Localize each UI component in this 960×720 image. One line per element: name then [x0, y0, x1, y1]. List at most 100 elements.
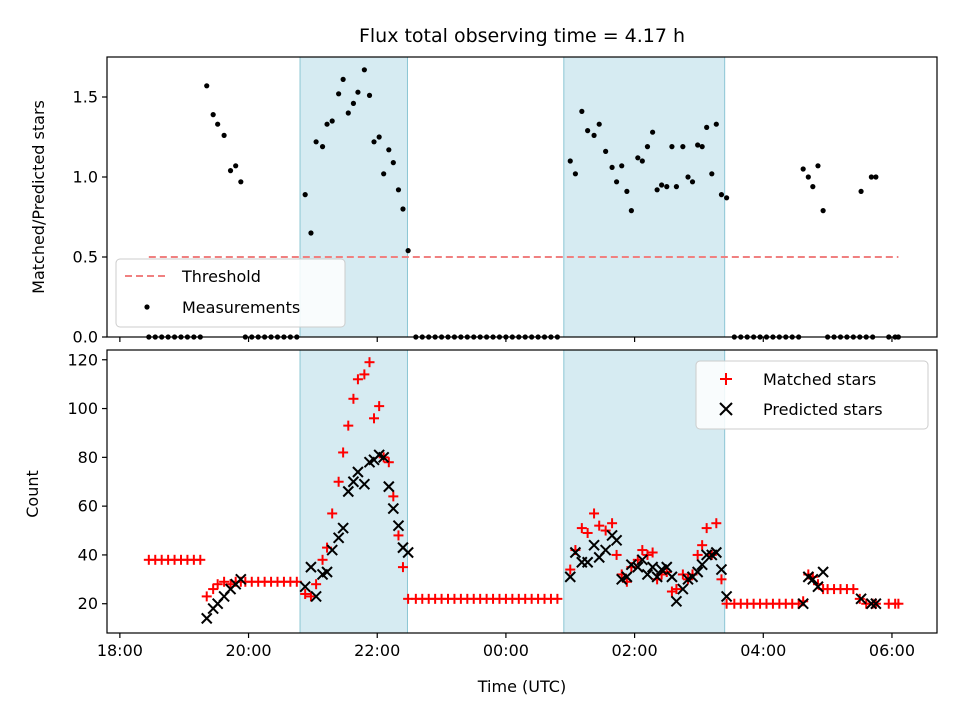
top-measurement-point — [324, 121, 330, 127]
top-measurement-point — [820, 208, 826, 214]
top-measurement-point — [302, 192, 308, 198]
bottom-matched-point — [201, 591, 212, 602]
bottom-predicted-point — [646, 561, 659, 573]
top-measurement-point — [664, 184, 670, 190]
bottom-matched-point — [600, 525, 611, 536]
bottom-predicted-point — [337, 522, 349, 534]
x-stroke-b — [870, 598, 882, 610]
x-stroke-b — [802, 571, 815, 583]
bottom-predicted-point — [201, 612, 213, 625]
top-measurement-point — [815, 163, 821, 169]
top-measurement-point — [873, 174, 879, 180]
bottom-predicted-point — [870, 598, 882, 610]
x-stroke-b — [610, 534, 623, 547]
x-stroke-b — [392, 519, 405, 532]
bottom-predicted-point — [700, 549, 713, 561]
bottom-matched-point — [611, 549, 622, 560]
top-measurement-point — [572, 171, 579, 177]
x-stroke-b — [646, 561, 659, 573]
bottom-predicted-point — [677, 583, 689, 595]
top-measurement-point — [659, 182, 665, 188]
bottom-predicted-point — [352, 466, 364, 478]
bottom-predicted-point — [666, 571, 678, 583]
bottom-predicted-point — [342, 485, 354, 498]
bottom-matched-point — [607, 518, 618, 529]
x-stroke-b — [347, 476, 360, 488]
top-ytick-label: 1.5 — [73, 88, 98, 107]
x-stroke-b — [332, 532, 345, 544]
bottom-predicted-point — [392, 519, 405, 532]
x-stroke-b — [564, 571, 576, 583]
bottom-matched-point — [195, 554, 206, 565]
bottom-matched-point — [647, 547, 658, 558]
bottom-predicted-point — [358, 478, 371, 490]
top-measurement-point — [585, 128, 591, 134]
top-measurement-point — [329, 118, 335, 124]
top-measurement-point — [340, 76, 346, 82]
x-stroke-b — [305, 561, 317, 573]
bottom-matched-point — [338, 447, 349, 458]
bottom-xtick-label: 06:00 — [869, 641, 915, 660]
bottom-matched-point — [594, 520, 605, 531]
bottom-predicted-point — [715, 563, 728, 576]
bottom-xlabel: Time (UTC) — [477, 677, 566, 696]
x-stroke-b — [373, 449, 385, 461]
bottom-matched-point — [893, 598, 904, 609]
top-measurement-point — [336, 91, 342, 97]
bottom-xtick-label: 02:00 — [612, 641, 658, 660]
bottom-xtick-label: 00:00 — [483, 641, 529, 660]
bottom-legend-box — [695, 360, 929, 430]
bottom-legend: Matched stars Predicted stars — [695, 360, 929, 430]
legend-measurements-swatch — [144, 304, 150, 310]
legend-threshold-label: Threshold — [181, 267, 261, 286]
bottom-matched-point — [716, 574, 727, 585]
top-legend-box — [115, 258, 346, 328]
top-measurement-point — [313, 139, 319, 145]
top-measurement-point — [724, 195, 730, 201]
top-axes-frame — [106, 56, 938, 338]
top-measurement-point — [210, 112, 216, 118]
top-measurement-point — [689, 179, 696, 185]
bottom-xtick-label: 04:00 — [740, 641, 786, 660]
bottom-predicted-point — [641, 568, 654, 581]
bottom-predicted-point — [569, 546, 582, 559]
bottom-matched-point — [552, 593, 563, 604]
bottom-ylabel: Count — [23, 470, 42, 518]
top-measurement-point — [238, 179, 244, 185]
bottom-matched-point — [343, 420, 354, 431]
x-stroke-b — [326, 544, 338, 556]
top-measurement-point — [713, 121, 719, 127]
x-stroke-b — [569, 546, 582, 559]
top-ylabel: Matched/Predicted stars — [29, 100, 48, 294]
bottom-matched-point — [671, 584, 682, 595]
top-measurement-point — [805, 174, 811, 180]
top-measurement-point — [567, 158, 573, 164]
bottom-xtick-label: 22:00 — [354, 641, 400, 660]
bottom-matched-point — [317, 554, 328, 565]
top-measurement-point — [405, 248, 411, 254]
bottom-predicted-point — [632, 561, 644, 573]
top-measurement-point — [673, 184, 680, 190]
top-measurement-point — [361, 67, 367, 73]
bottom-predicted-point — [564, 571, 576, 583]
bottom-matched-point — [697, 540, 708, 551]
bottom-matched-point — [225, 579, 236, 590]
bottom-predicted-point — [610, 534, 623, 547]
x-stroke-b — [397, 541, 409, 554]
bottom-predicted-point — [625, 558, 638, 571]
x-stroke-b — [201, 612, 213, 625]
x-stroke-b — [720, 590, 733, 603]
bottom-predicted-point — [402, 546, 414, 559]
bottom-matched-point — [677, 569, 688, 580]
x-stroke-b — [581, 556, 594, 568]
x-stroke-b — [299, 580, 311, 593]
x-stroke-b — [855, 593, 867, 605]
x-stroke-b — [710, 546, 723, 559]
top-ytick-label: 0.0 — [73, 328, 98, 347]
top-ytick-label: 0.5 — [73, 248, 98, 267]
x-stroke-b — [700, 549, 713, 561]
bottom-matched-point — [589, 508, 600, 519]
x-stroke-b — [817, 566, 829, 578]
bottom-ytick-label: 60 — [78, 497, 98, 516]
